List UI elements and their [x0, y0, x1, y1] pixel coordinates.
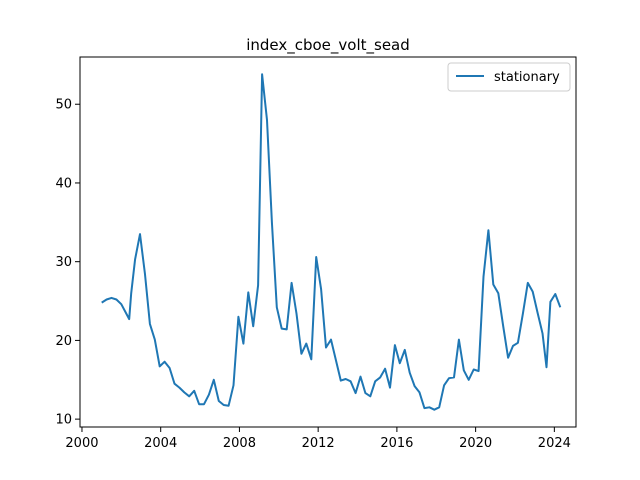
y-tick-label: 50 — [55, 98, 72, 113]
legend-label: stationary — [494, 70, 560, 85]
x-tick-label: 2012 — [302, 436, 335, 451]
x-tick-label: 2020 — [459, 436, 492, 451]
chart-title: index_cboe_volt_sead — [246, 36, 410, 55]
x-tick-label: 2008 — [223, 436, 256, 451]
y-tick-label: 20 — [55, 334, 72, 349]
x-tick-label: 2000 — [65, 436, 98, 451]
axis-ticks: 2000 2004 2008 2012 2016 2020 2024 10 20 30 40 50 — [55, 98, 570, 451]
plot-frame — [79, 56, 577, 428]
series-line-stationary — [101, 73, 562, 411]
x-tick-label: 2016 — [380, 436, 413, 451]
x-tick-label: 2024 — [538, 436, 571, 451]
x-tick-label: 2004 — [144, 436, 177, 451]
y-tick-label: 40 — [55, 176, 72, 191]
legend: stationary — [447, 62, 571, 92]
y-tick-label: 30 — [55, 255, 72, 270]
legend-box — [447, 62, 571, 92]
y-tick-label: 10 — [55, 413, 72, 428]
